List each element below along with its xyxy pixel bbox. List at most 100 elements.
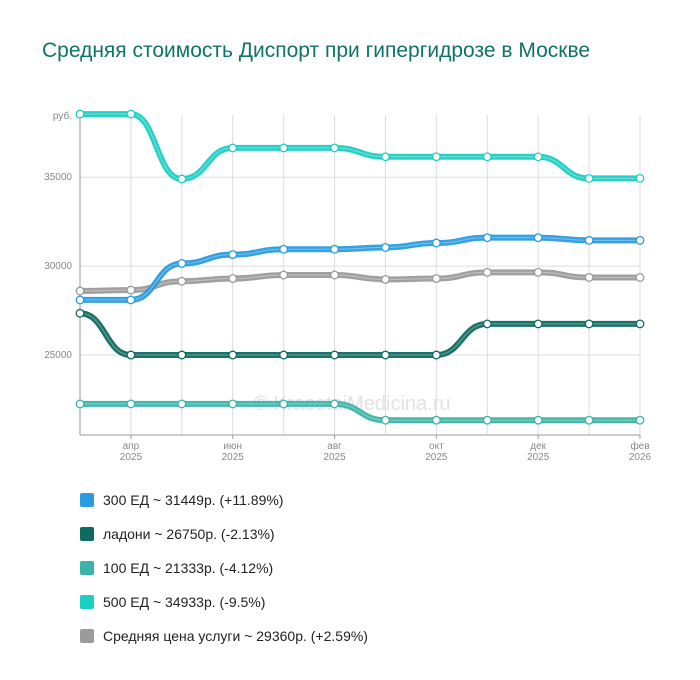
- x-tick-label-month: авг: [327, 441, 342, 452]
- legend-swatch: [80, 629, 94, 643]
- series-line-500-ед: [77, 111, 643, 183]
- data-point: [177, 350, 187, 360]
- x-tick-label-month: окт: [429, 441, 444, 452]
- legend-item-300ed[interactable]: 300 ЕД ~ 31449р. (+11.89%): [80, 483, 368, 517]
- data-point: [75, 295, 85, 305]
- data-point: [75, 109, 85, 119]
- data-point: [126, 285, 136, 295]
- x-tick-label-month: апр: [123, 441, 140, 452]
- legend-swatch: [80, 561, 94, 575]
- data-point: [126, 295, 136, 305]
- x-tick-label-year: 2026: [629, 452, 652, 463]
- data-point: [330, 244, 339, 254]
- legend-label: 300 ЕД ~ 31449р. (+11.89%): [103, 492, 284, 508]
- data-point: [635, 415, 645, 425]
- data-point: [584, 235, 594, 245]
- data-point: [431, 350, 441, 360]
- data-point: [177, 399, 187, 409]
- data-point: [330, 143, 339, 153]
- data-point: [533, 233, 543, 243]
- data-point: [584, 415, 594, 425]
- legend-swatch: [80, 527, 94, 541]
- series-line-highlight: [79, 271, 640, 292]
- data-point: [279, 350, 289, 360]
- watermark: © KrasotaiMedicina.ru: [253, 393, 450, 415]
- x-tick-label-year: 2025: [222, 452, 245, 463]
- legend-label: 500 ЕД ~ 34933р. (-9.5%): [103, 594, 266, 610]
- data-point: [381, 242, 390, 252]
- data-point: [75, 286, 85, 296]
- legend: 300 ЕД ~ 31449р. (+11.89%) ладони ~ 2675…: [80, 483, 368, 653]
- x-tick-label-month: июн: [223, 441, 242, 452]
- series-line-ладони: [77, 310, 643, 358]
- data-point: [228, 399, 238, 409]
- legend-label: Средняя цена услуги ~ 29360р. (+2.59%): [103, 628, 368, 644]
- x-tick-label-year: 2025: [120, 452, 143, 463]
- data-point: [482, 319, 492, 329]
- x-tick-label-year: 2025: [425, 452, 448, 463]
- data-point: [126, 109, 136, 119]
- data-point: [635, 319, 645, 329]
- data-point: [482, 233, 492, 243]
- data-point: [533, 152, 543, 162]
- line-chart: 250003000035000руб.апр2025июн2025авг2025…: [44, 109, 652, 463]
- data-point: [279, 399, 289, 409]
- data-point: [279, 143, 289, 153]
- data-point: [228, 143, 238, 153]
- data-point: [584, 319, 594, 329]
- legend-item-100ed[interactable]: 100 ЕД ~ 21333р. (-4.12%): [80, 551, 368, 585]
- data-point: [177, 276, 187, 286]
- data-point: [177, 258, 187, 268]
- data-point: [330, 270, 339, 280]
- data-point: [381, 274, 390, 284]
- series-line-300-ед: [77, 234, 643, 303]
- legend-label: ладони ~ 26750р. (-2.13%): [103, 526, 275, 542]
- data-point: [482, 152, 492, 162]
- data-point: [431, 238, 441, 248]
- data-point: [279, 244, 289, 254]
- data-point: [126, 350, 136, 360]
- x-tick-label-year: 2025: [527, 452, 550, 463]
- data-point: [635, 273, 645, 282]
- chart-title: Средняя стоимость Диспорт при гипергидро…: [42, 39, 591, 62]
- legend-swatch: [80, 595, 94, 609]
- data-point: [381, 350, 390, 360]
- series-line-средняя-цена-услуги: [77, 269, 643, 294]
- series-group: [75, 109, 645, 425]
- data-point: [381, 415, 390, 425]
- data-point: [431, 415, 441, 425]
- data-point: [330, 399, 339, 409]
- data-point: [330, 350, 339, 360]
- data-point: [126, 399, 136, 409]
- data-point: [279, 270, 289, 280]
- y-tick-label: 30000: [44, 261, 72, 272]
- y-unit-label: руб.: [53, 110, 72, 122]
- data-point: [75, 308, 85, 318]
- x-tick-label-month: фев: [630, 440, 649, 452]
- data-point: [75, 399, 85, 409]
- legend-item-ladoni[interactable]: ладони ~ 26750р. (-2.13%): [80, 517, 368, 551]
- data-point: [228, 274, 238, 284]
- data-point: [584, 273, 594, 282]
- data-point: [228, 350, 238, 360]
- legend-item-500ed[interactable]: 500 ЕД ~ 34933р. (-9.5%): [80, 585, 368, 619]
- axes: 250003000035000руб.апр2025июн2025авг2025…: [44, 110, 651, 463]
- legend-swatch: [80, 493, 94, 507]
- data-point: [533, 319, 543, 329]
- y-tick-label: 35000: [44, 172, 72, 183]
- data-point: [177, 174, 187, 184]
- data-point: [431, 274, 441, 284]
- series-line-highlight: [80, 113, 640, 180]
- series-line-highlight: [79, 312, 640, 356]
- x-tick-label-year: 2025: [323, 452, 346, 463]
- data-point: [635, 173, 645, 183]
- data-point: [533, 415, 543, 425]
- legend-item-average[interactable]: Средняя цена услуги ~ 29360р. (+2.59%): [80, 619, 368, 653]
- data-point: [381, 152, 390, 162]
- y-tick-label: 25000: [44, 350, 72, 361]
- data-point: [584, 173, 594, 183]
- data-point: [635, 235, 645, 245]
- data-point: [228, 250, 238, 260]
- legend-label: 100 ЕД ~ 21333р. (-4.12%): [103, 560, 274, 576]
- data-point: [533, 267, 543, 277]
